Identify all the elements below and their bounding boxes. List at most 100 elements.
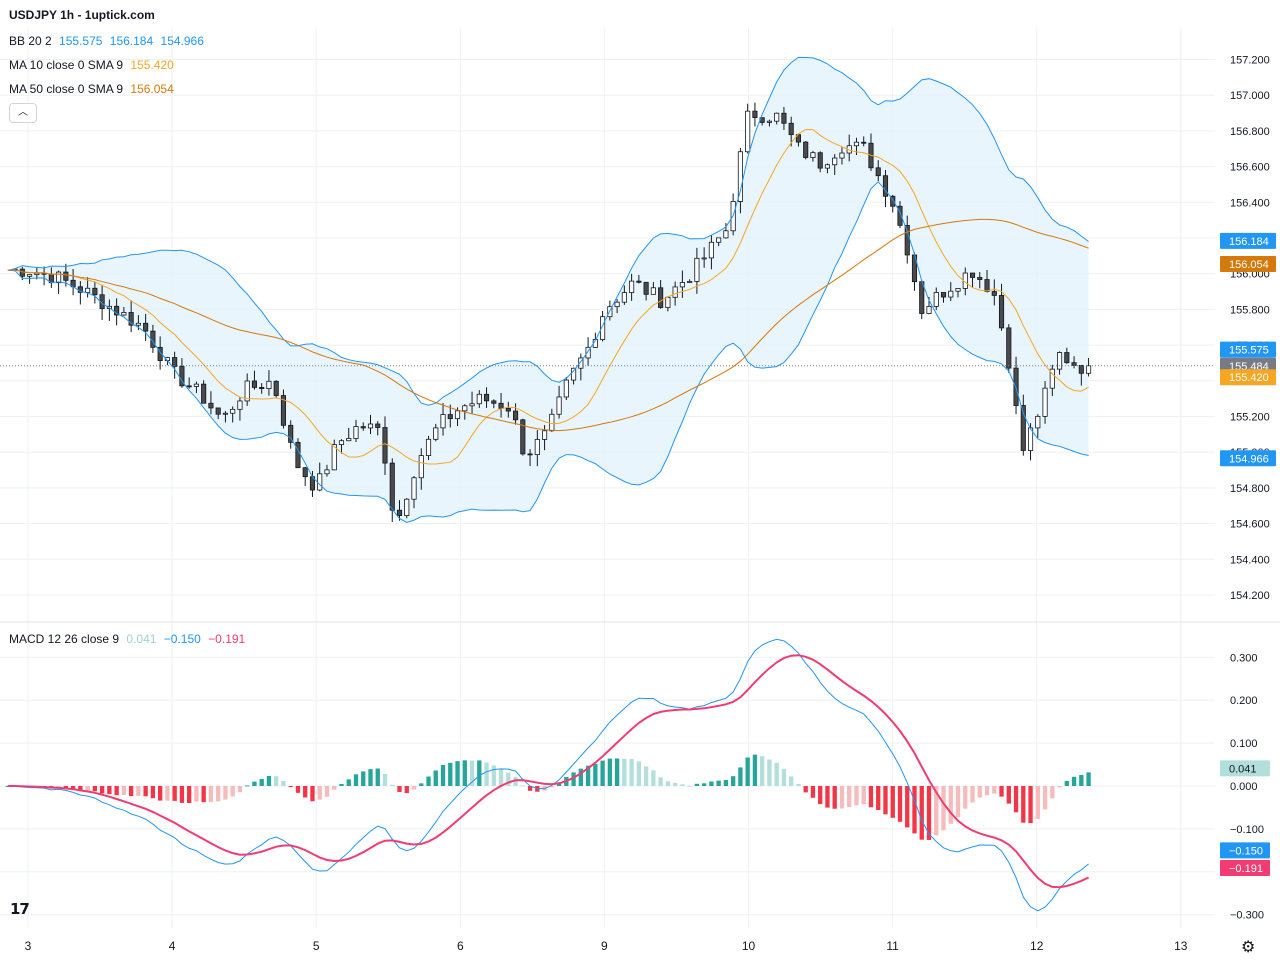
macd-histogram-bar <box>796 783 801 786</box>
candle-body <box>396 509 403 516</box>
macd-axis-tick-label: −0.300 <box>1230 910 1264 922</box>
collapse-legend-button[interactable]: ︿ <box>9 103 37 123</box>
macd-axis-tick-label: 0.100 <box>1230 738 1258 750</box>
candle-body <box>520 419 526 455</box>
candle-body <box>244 380 250 402</box>
macd-histogram-bar <box>847 786 852 808</box>
macd-histogram-bar <box>578 768 584 786</box>
macd-tag-bg <box>1220 859 1270 876</box>
macd-histogram-bar <box>984 786 990 796</box>
macd-histogram-bar <box>781 768 787 786</box>
macd-histogram-bar <box>63 786 69 788</box>
candle-body <box>991 291 997 296</box>
macd-signal-line <box>7 654 1090 889</box>
macd-histogram-bar <box>1028 786 1033 824</box>
candle-body <box>708 241 714 259</box>
macd-legend[interactable]: MACD 12 26 close 9 0.041 −0.150 −0.191 <box>9 632 249 646</box>
candle-body <box>890 195 896 207</box>
candle-body <box>128 312 134 326</box>
ma50-value: 156.054 <box>130 82 174 96</box>
price-tag-bb-upper: 156.184 <box>1220 232 1276 249</box>
macd-histogram-bar <box>274 776 279 786</box>
candle-body <box>1042 387 1048 417</box>
macd-histogram-bar <box>216 786 221 802</box>
price-tag-bg <box>1220 341 1276 358</box>
candle-body <box>135 322 141 326</box>
price-axis-tick-label: 157.000 <box>1230 90 1270 102</box>
macd-histogram-bar <box>426 776 431 786</box>
macd-histogram-bar <box>897 786 903 822</box>
macd-histogram-bar <box>687 785 692 787</box>
price-axis-tick-label: 156.400 <box>1230 197 1270 209</box>
macd-histogram-bar <box>56 786 61 788</box>
macd-hist-value: 0.041 <box>126 632 157 646</box>
macd-histogram-bar <box>1064 780 1069 786</box>
candle-body <box>85 287 91 293</box>
candle-body <box>803 141 809 158</box>
macd-histogram-bar <box>745 757 750 786</box>
candle-body <box>788 122 794 136</box>
ma50-legend[interactable]: MA 50 close 0 SMA 9 156.054 <box>9 82 178 96</box>
candle-body <box>186 385 192 388</box>
gear-icon[interactable]: ⚙ <box>1241 939 1256 956</box>
bb-legend[interactable]: BB 20 2 155.575 156.184 154.966 <box>9 34 208 48</box>
candle-body <box>716 237 722 243</box>
candle-body <box>969 272 976 278</box>
macd-histogram-bar <box>803 786 808 793</box>
macd-histogram-bar <box>186 786 192 804</box>
price-tag-bg <box>1220 369 1276 386</box>
price-tag-bg <box>1220 256 1276 273</box>
candle-body <box>476 393 482 405</box>
candle-body <box>483 393 490 402</box>
candle-body <box>752 110 758 119</box>
macd-histogram-bar <box>527 786 533 791</box>
candle-body <box>215 407 221 415</box>
macd-histogram-bar <box>520 785 525 787</box>
macd-histogram-bar <box>208 786 214 802</box>
candle-body <box>121 312 127 316</box>
candle-body <box>766 120 772 123</box>
macd-histogram-bar <box>926 786 932 840</box>
macd-histogram-bar <box>672 782 678 786</box>
ma10-legend[interactable]: MA 10 close 0 SMA 9 155.420 <box>9 58 178 72</box>
macd-histogram-bar <box>411 786 417 790</box>
macd-histogram-bar <box>85 786 90 791</box>
candle-body <box>1064 352 1070 364</box>
macd-histogram-bar <box>128 786 134 797</box>
macd-histogram-bar <box>1086 772 1091 786</box>
candle-body <box>491 400 497 404</box>
macd-histogram-bar <box>738 767 743 786</box>
price-tag-bg <box>1220 450 1276 467</box>
candle-body <box>367 423 374 429</box>
macd-line <box>7 638 1089 912</box>
macd-histogram-bar <box>78 786 83 791</box>
price-tag-ma10: 155.420 <box>1220 369 1276 386</box>
price-axis-tick-label: 157.200 <box>1230 55 1270 67</box>
macd-histogram-bar <box>1079 774 1084 786</box>
macd-axis-tick-label: 0.000 <box>1230 781 1258 793</box>
macd-axis-tick-label: 0.200 <box>1230 695 1258 707</box>
time-axis-tick-label: 4 <box>169 939 176 953</box>
price-axis-tick-label: 155.800 <box>1230 304 1270 316</box>
candle-body <box>338 440 345 445</box>
chart-title: USDJPY 1h - 1uptick.com <box>9 8 155 22</box>
candle-body <box>527 453 533 456</box>
tradingview-logo-icon[interactable]: 𝟭𝟳 <box>10 901 30 918</box>
candle-body <box>1071 362 1077 366</box>
macd-histogram-bar <box>694 783 700 786</box>
macd-histogram-bar <box>513 776 518 786</box>
bb-upper-line <box>7 56 1089 406</box>
price-axis-tick-label: 154.200 <box>1230 590 1270 602</box>
macd-histogram-bar <box>201 786 206 803</box>
macd-histogram-bar <box>585 765 591 786</box>
macd-histogram-bar <box>346 779 351 786</box>
candle-body <box>984 279 990 292</box>
bb-upper-value: 156.184 <box>109 34 154 48</box>
candle-body <box>977 277 983 280</box>
candle-body <box>810 152 816 158</box>
candle-body <box>360 426 366 429</box>
ma10-legend-label: MA 10 close 0 SMA 9 <box>9 58 124 72</box>
candle-body <box>324 469 330 475</box>
candles-group <box>12 102 1092 523</box>
